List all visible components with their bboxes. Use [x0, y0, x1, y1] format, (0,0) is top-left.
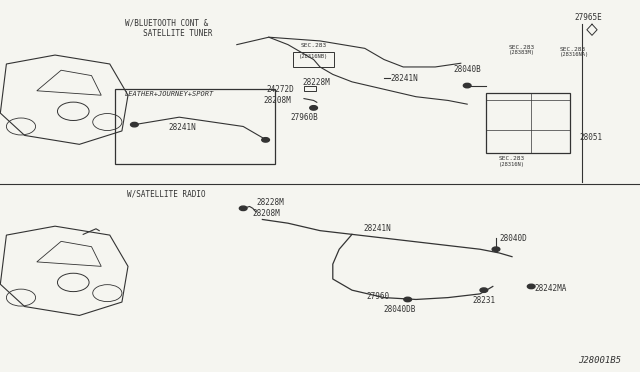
Text: (28383M): (28383M) — [509, 50, 535, 55]
Text: (28316NA): (28316NA) — [560, 52, 589, 57]
Text: 28242MA: 28242MA — [534, 284, 567, 293]
Text: (28316NB): (28316NB) — [299, 54, 328, 59]
Circle shape — [310, 106, 317, 110]
Text: LEATHER+JOURNEY+SPORT: LEATHER+JOURNEY+SPORT — [125, 91, 214, 97]
Bar — [293, 52, 334, 67]
Text: 24272D: 24272D — [267, 85, 294, 94]
Circle shape — [492, 247, 500, 251]
Circle shape — [404, 297, 412, 302]
Text: 28040DB: 28040DB — [384, 305, 416, 314]
Circle shape — [131, 122, 138, 127]
Text: SEC.283: SEC.283 — [509, 45, 535, 49]
Text: 28241N: 28241N — [364, 224, 392, 232]
Text: 28208M: 28208M — [253, 209, 280, 218]
Text: 28231: 28231 — [472, 296, 495, 305]
Circle shape — [463, 83, 471, 88]
Text: SEC.283: SEC.283 — [499, 156, 525, 161]
Text: W/BLUETOOTH CONT &
     SATELLITE TUNER: W/BLUETOOTH CONT & SATELLITE TUNER — [120, 19, 212, 38]
Text: SEC.283: SEC.283 — [300, 44, 327, 48]
Bar — [304, 86, 316, 91]
Text: W/SATELLITE RADIO: W/SATELLITE RADIO — [127, 190, 205, 199]
Circle shape — [527, 284, 535, 289]
Circle shape — [239, 206, 247, 211]
Text: 28040B: 28040B — [453, 65, 481, 74]
Text: 28208M: 28208M — [264, 96, 291, 105]
Text: 27960: 27960 — [366, 292, 389, 301]
Circle shape — [480, 288, 488, 292]
Text: 28040D: 28040D — [499, 234, 527, 243]
Text: 28228M: 28228M — [303, 78, 331, 87]
Text: 28051: 28051 — [579, 133, 602, 142]
Text: 27960B: 27960B — [290, 113, 318, 122]
Text: (28316N): (28316N) — [499, 162, 525, 167]
Text: SEC.283: SEC.283 — [560, 46, 586, 51]
Circle shape — [262, 138, 269, 142]
Text: 28228M: 28228M — [256, 198, 284, 207]
Text: 27965E: 27965E — [575, 13, 603, 22]
Text: 28241N: 28241N — [390, 74, 418, 83]
Text: 28241N: 28241N — [168, 123, 196, 132]
Text: J28001B5: J28001B5 — [578, 356, 621, 365]
